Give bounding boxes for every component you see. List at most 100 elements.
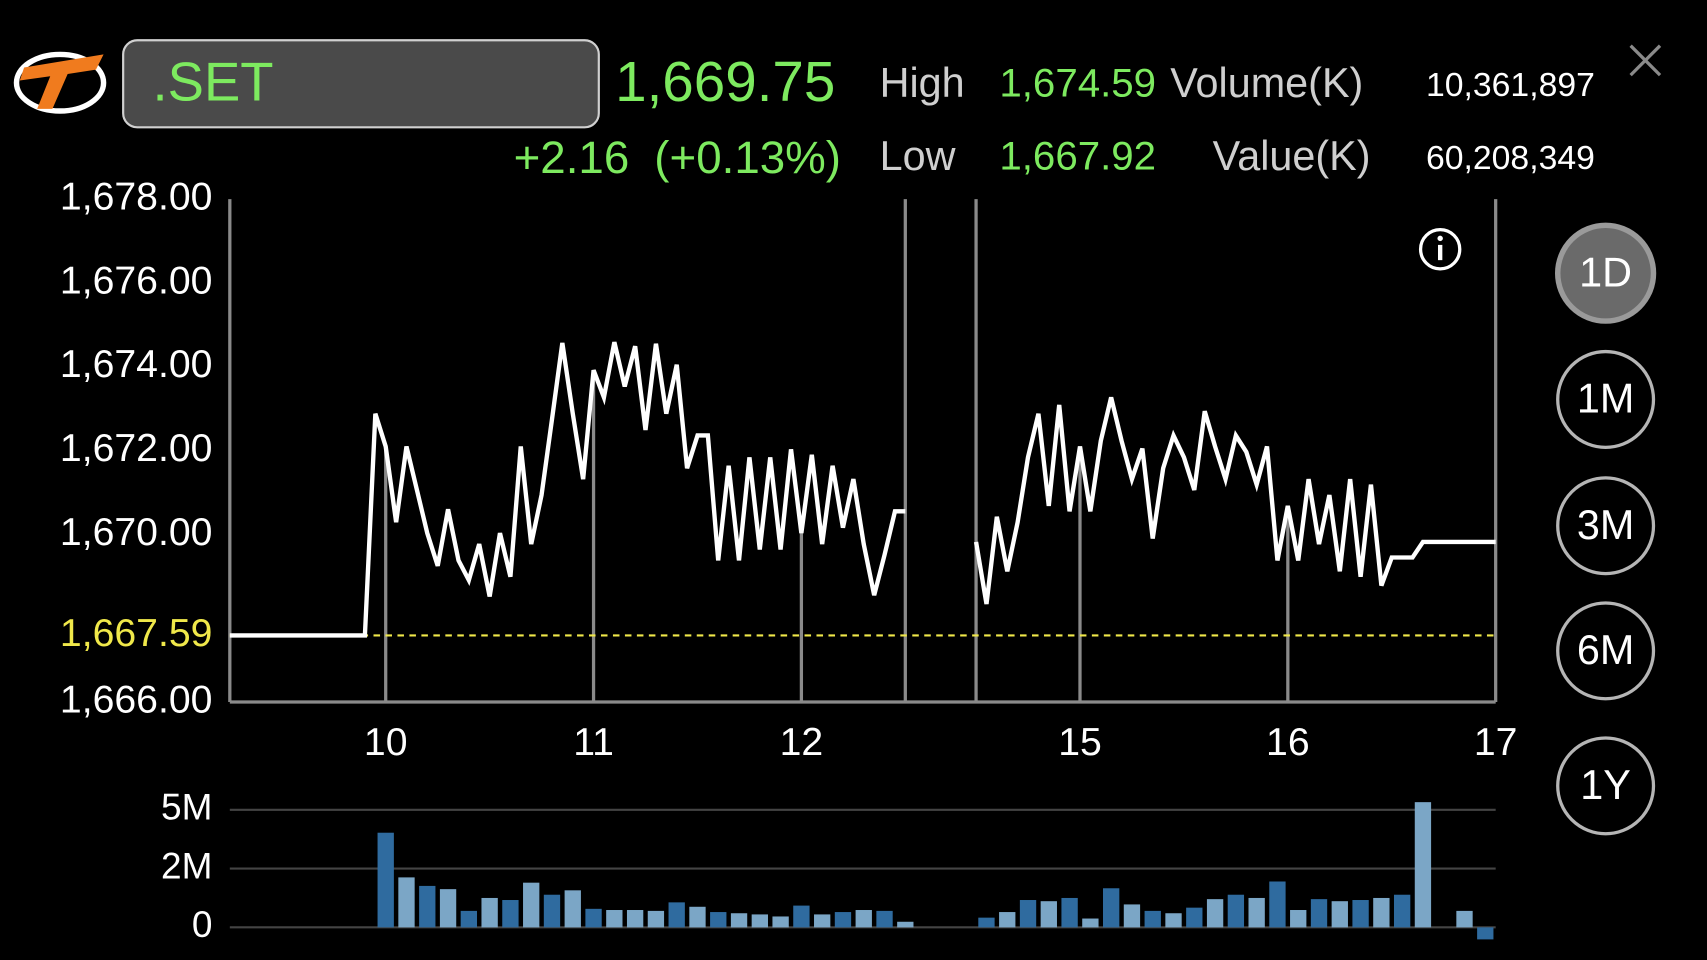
volume-bar (793, 905, 810, 928)
volume-bar (772, 916, 789, 928)
range-button-circle (1556, 476, 1656, 576)
volume-bar (1373, 897, 1390, 928)
volume-bar (1352, 900, 1369, 928)
volume-bar (1103, 888, 1120, 928)
range-button-circle (1554, 222, 1657, 324)
price-line (229, 341, 906, 638)
x-tick-label: 15 (1058, 721, 1102, 764)
volume-bar (1227, 894, 1245, 928)
volume-bar (564, 890, 581, 928)
volume-bar (814, 914, 831, 928)
y-tick-label: 0 (192, 904, 213, 945)
volume-bar (1414, 802, 1432, 928)
volume-bar (1393, 894, 1411, 928)
high-label: High (880, 60, 965, 106)
volume-bar (710, 912, 727, 928)
info-button[interactable] (1418, 228, 1462, 271)
volume-bar (897, 921, 914, 928)
volume-bar (1206, 899, 1224, 928)
volume-bar (1290, 910, 1307, 928)
y-tick-label: 1,670.00 (60, 511, 212, 554)
search-box[interactable] (122, 39, 600, 129)
volume-bar (1144, 910, 1161, 928)
volume: 10,361,897 (1426, 66, 1595, 104)
x-tick-label: 12 (780, 721, 824, 764)
change: +2.16 (514, 132, 630, 183)
range-button-label: 1Y (1580, 762, 1631, 808)
volume-bar (689, 906, 706, 928)
y-tick-label: 1,676.00 (60, 259, 212, 302)
reference-label: 1,667.59 (60, 612, 212, 655)
volume-bar (1248, 897, 1265, 928)
volume-bar (1331, 901, 1348, 928)
volume-bar (481, 897, 498, 928)
volume-bar (626, 910, 644, 928)
x-tick-label: 11 (573, 721, 614, 764)
volume-bar (1477, 927, 1494, 940)
price-line (973, 396, 1496, 605)
x-tick-label: 10 (364, 721, 408, 764)
reference-label-bg (43, 613, 218, 658)
volume-bar (855, 910, 872, 928)
volume-bar (751, 914, 768, 928)
volume-label: Volume(K) (1170, 60, 1363, 106)
range-button-label: 3M (1577, 502, 1634, 548)
range-button-circle (1556, 601, 1656, 701)
range-button[interactable]: 3M (1556, 476, 1656, 576)
low: 1,667.92 (999, 134, 1156, 179)
range-button[interactable]: 6M (1556, 601, 1656, 701)
y-tick-label: 1,666.00 (60, 678, 212, 721)
range-button-label: 1M (1577, 376, 1634, 422)
volume-bar (502, 900, 519, 928)
range-button-circle (1556, 349, 1656, 449)
volume-bar (543, 894, 561, 928)
x-tick-label: 17 (1474, 721, 1518, 764)
volume-bar (1310, 899, 1328, 928)
volume-bar (523, 882, 540, 928)
volume-bar (876, 910, 893, 928)
volume-bar (1082, 918, 1099, 928)
value: 60,208,349 (1426, 139, 1595, 177)
volume-area (377, 802, 1494, 940)
volume-bar (460, 910, 478, 928)
volume-bar (668, 902, 685, 928)
range-button[interactable]: 1M (1556, 349, 1656, 449)
low-label: Low (880, 133, 956, 179)
change-pct: (+0.13%) (654, 132, 841, 183)
volume-bar (1269, 881, 1286, 928)
y-tick-label: 1,674.00 (60, 343, 212, 386)
volume-bar (647, 910, 665, 928)
symbol: .SET (153, 51, 274, 112)
volume-bar (834, 912, 852, 928)
volume-bar (1165, 913, 1182, 928)
volume-bar (585, 908, 602, 928)
volume-bar (978, 917, 995, 928)
y-tick-label: 5M (161, 787, 212, 828)
volume-bar (1456, 910, 1473, 928)
volume-bar (730, 913, 748, 928)
volume-bar (419, 885, 436, 928)
close-button[interactable] (1629, 44, 1662, 77)
range-button-label: 6M (1577, 627, 1634, 673)
volume-bar (398, 877, 415, 928)
range-button-label: 1D (1579, 249, 1632, 295)
volume-bar (1061, 897, 1078, 928)
last-price: 1,669.75 (615, 50, 835, 113)
y-tick-label: 1,672.00 (60, 427, 212, 470)
range-button[interactable]: 1Y (1556, 736, 1656, 836)
volume-bar (606, 910, 623, 928)
volume-bar (1186, 907, 1203, 928)
range-button[interactable]: 1D (1554, 222, 1657, 324)
volume-bar (1019, 900, 1037, 928)
volume-bar (439, 889, 457, 928)
x-tick-label: 16 (1266, 721, 1310, 764)
volume-bar (999, 912, 1016, 928)
range-button-circle (1556, 736, 1656, 836)
volume-bar (1123, 904, 1141, 928)
logo (13, 51, 107, 114)
volume-bar (377, 832, 394, 928)
volume-bar (1040, 901, 1057, 928)
value-label: Value(K) (1213, 133, 1371, 179)
y-tick-label: 1,678.00 (60, 176, 212, 219)
